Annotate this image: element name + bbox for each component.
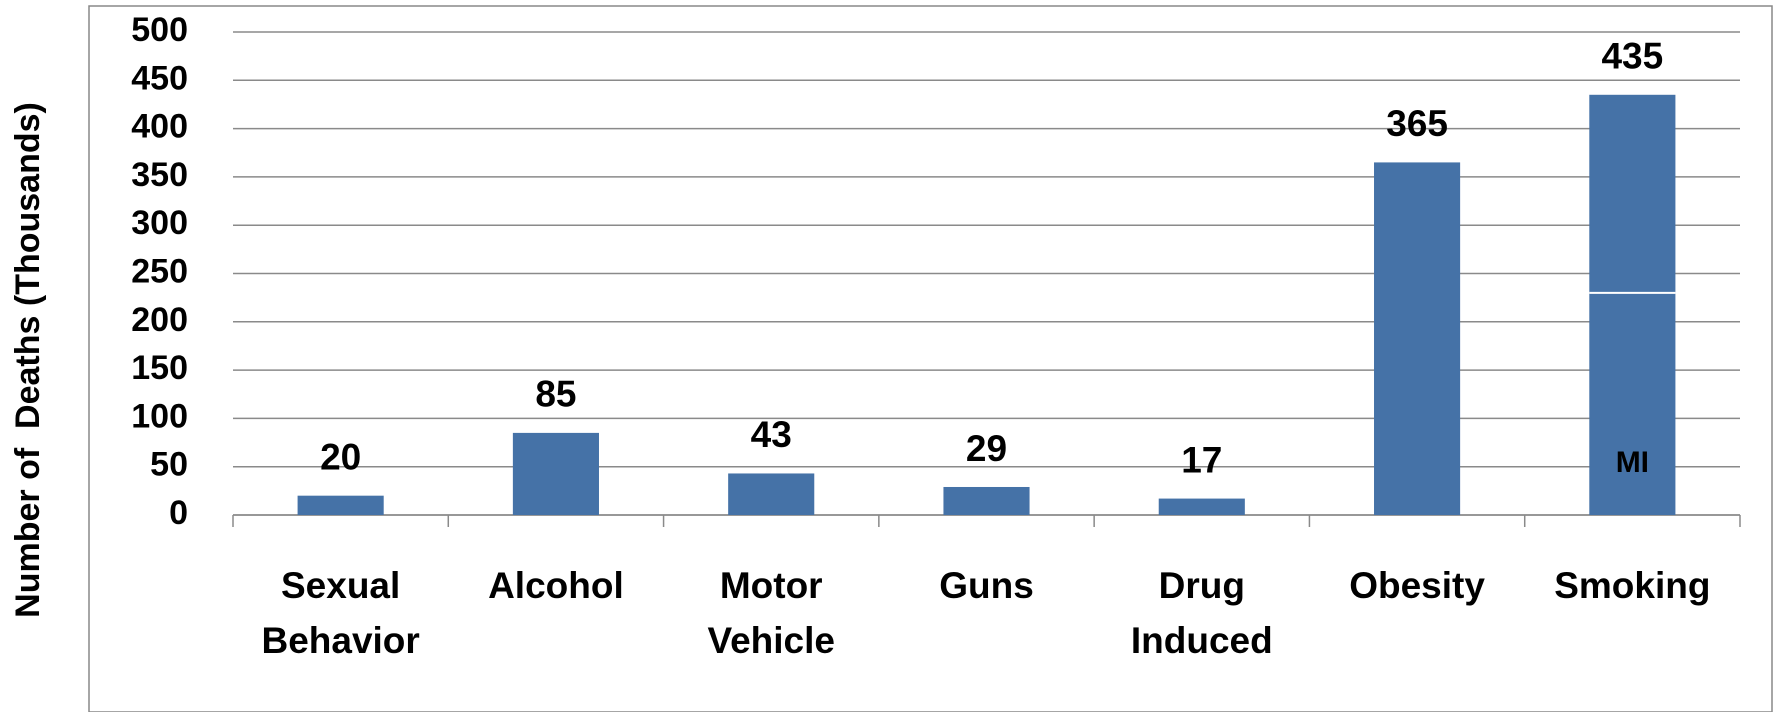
x-tick-label: Motor Vehicle — [707, 565, 835, 661]
x-tick-label: Alcohol — [488, 565, 624, 606]
value-label: 365 — [1386, 103, 1448, 144]
value-label: 20 — [320, 436, 361, 477]
annotation-label: MI — [1616, 446, 1649, 479]
value-label: 85 — [535, 374, 576, 415]
bar — [512, 432, 599, 515]
x-tick-label: Sexual Behavior — [261, 565, 419, 661]
bar — [943, 486, 1030, 515]
value-label: 29 — [966, 428, 1007, 469]
x-tick-label: Smoking — [1554, 565, 1710, 606]
y-tick-label: 400 — [131, 108, 188, 146]
bar — [1158, 498, 1245, 515]
y-tick-label: 450 — [131, 59, 188, 97]
y-tick-label: 200 — [131, 301, 188, 339]
value-label: 43 — [751, 414, 792, 455]
y-tick-label: 50 — [150, 446, 188, 484]
y-tick-label: 0 — [169, 494, 188, 532]
bar — [728, 473, 815, 515]
chart-frame — [88, 5, 1773, 712]
bar — [1374, 162, 1461, 515]
y-tick-label: 250 — [131, 252, 188, 290]
x-tick-label: Obesity — [1349, 565, 1485, 606]
y-tick-label: 500 — [131, 11, 188, 49]
x-tick-label: Drug Induced — [1131, 565, 1273, 661]
value-label: 435 — [1601, 36, 1663, 77]
y-tick-label: 150 — [131, 349, 188, 387]
y-tick-label: 100 — [131, 397, 188, 435]
x-tick-label: Guns — [939, 565, 1034, 606]
value-label: 17 — [1181, 439, 1222, 480]
y-axis-label: Number of Deaths (Thousands) — [9, 102, 47, 618]
y-tick-label: 350 — [131, 156, 188, 194]
bar — [1589, 94, 1676, 515]
bar — [297, 495, 384, 515]
y-tick-label: 300 — [131, 204, 188, 242]
